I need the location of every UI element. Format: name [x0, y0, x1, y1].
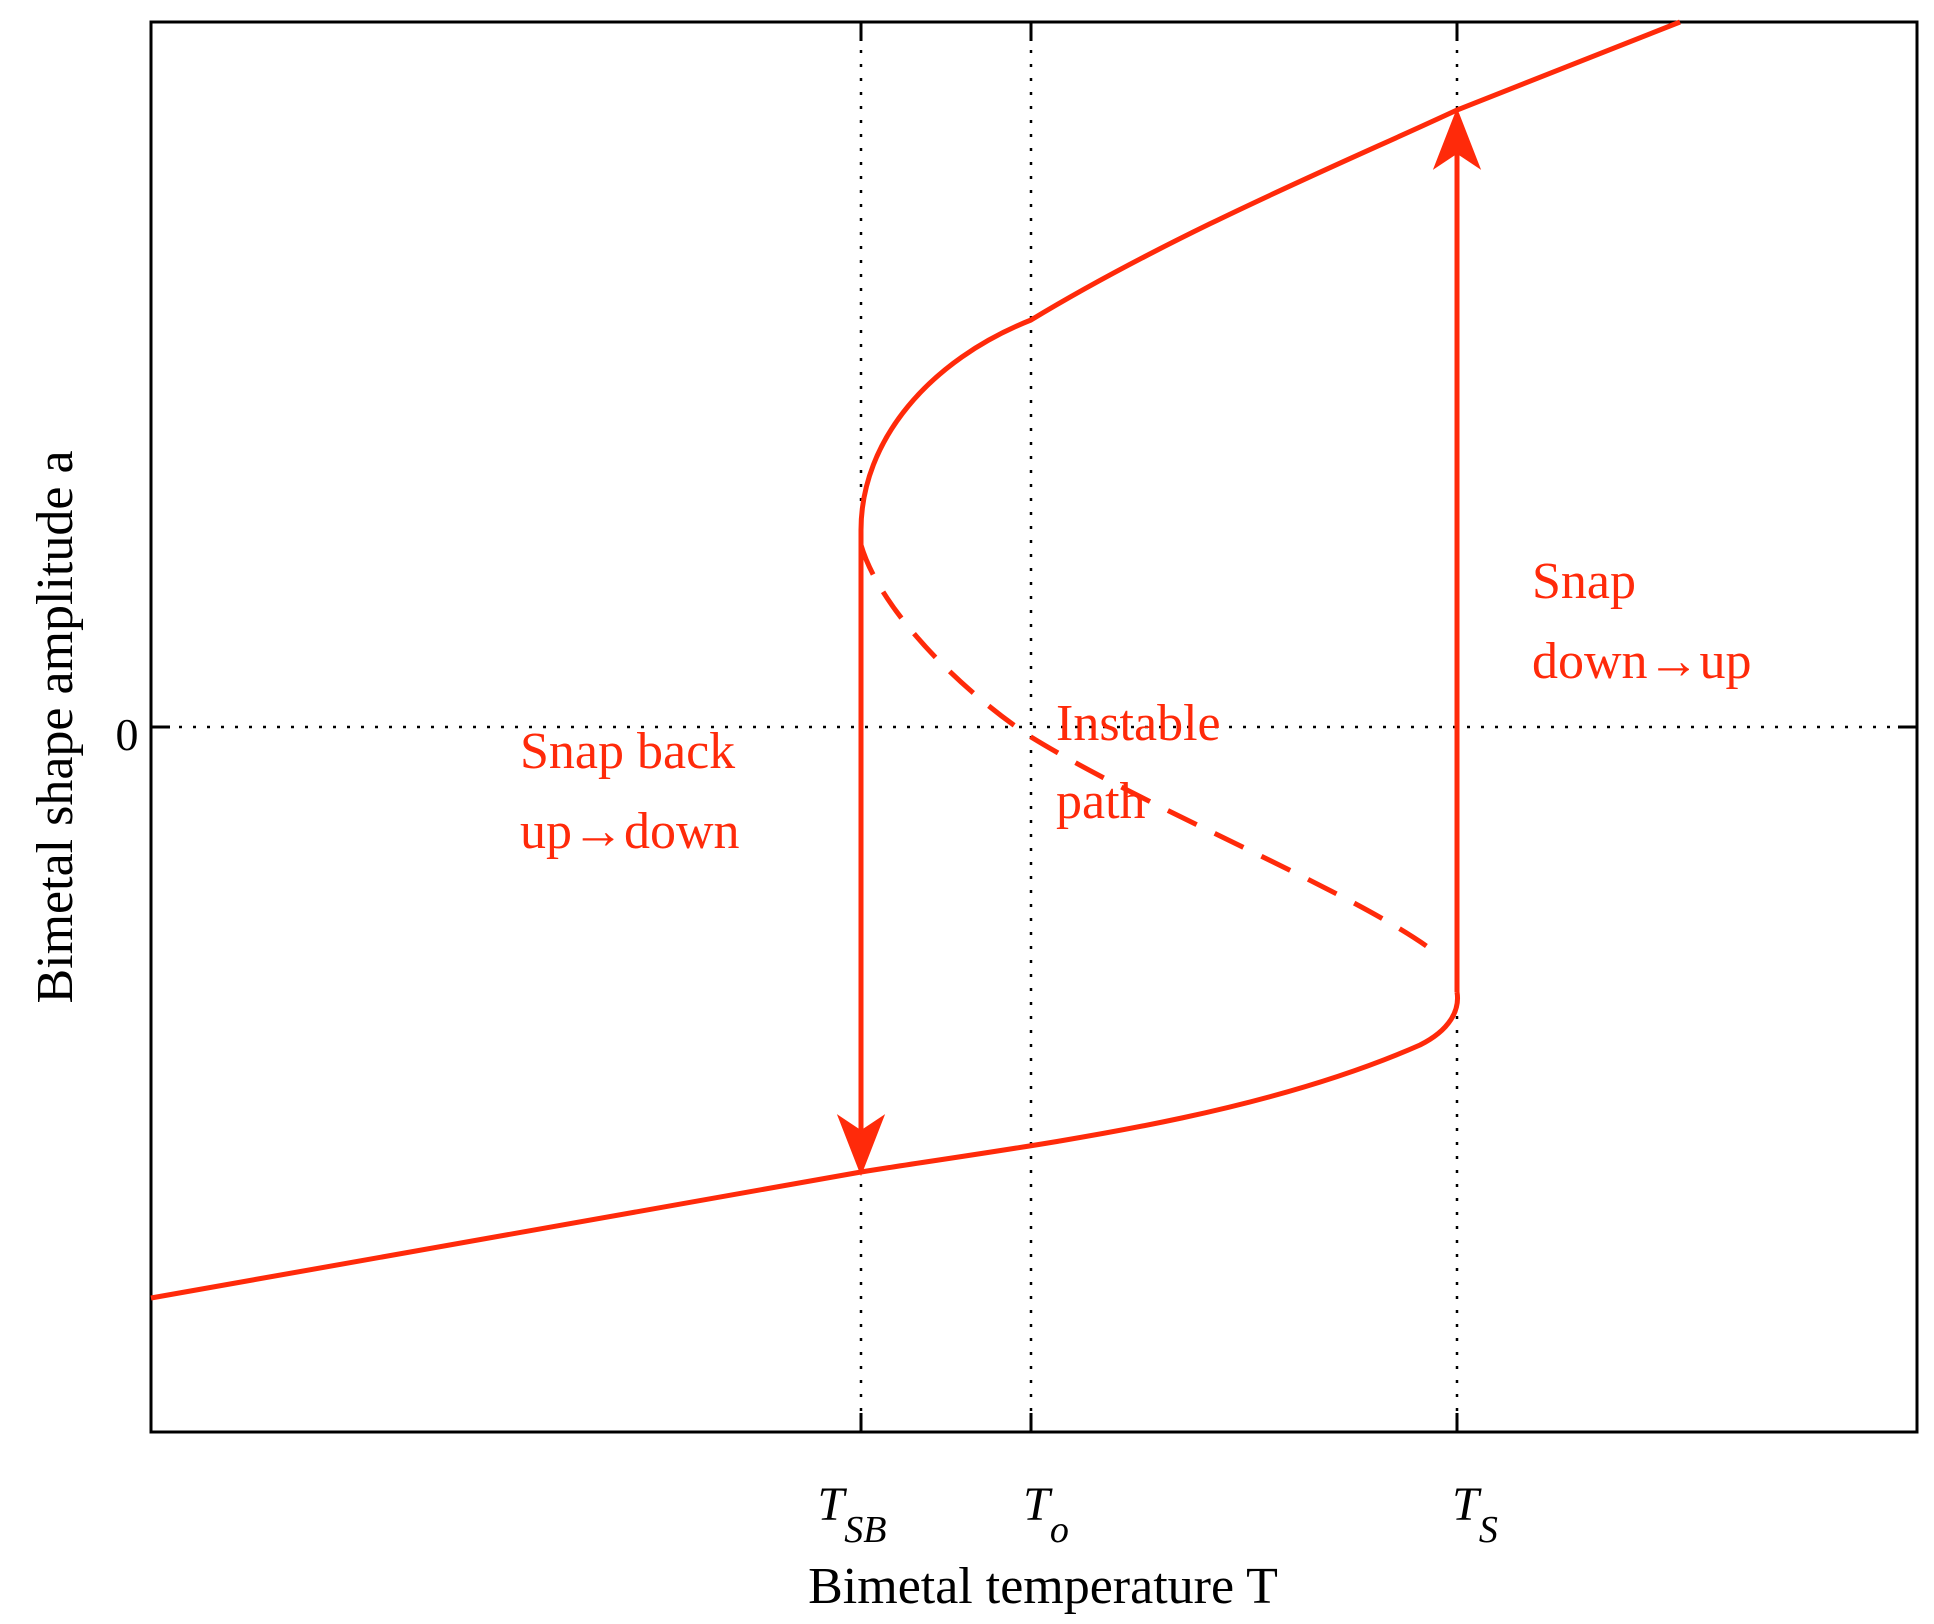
snap-up-label-line1: Snap: [1532, 553, 1636, 610]
instable-label-line2: path: [1056, 773, 1146, 830]
tsb-sub: SB: [844, 1509, 886, 1551]
stable-lower-branch: [150, 991, 1461, 1301]
snap-back-label-line2: up→down: [520, 803, 740, 860]
x-tick-label-to: To: [1023, 1478, 1069, 1551]
ts-sub: S: [1479, 1509, 1498, 1551]
to-base: T: [1023, 1478, 1053, 1531]
y-tick-label-zero: 0: [116, 709, 139, 760]
tick-marks: [151, 22, 1917, 1432]
ts-base: T: [1452, 1478, 1482, 1531]
snap-back-label-line1: Snap back: [520, 723, 735, 780]
to-sub: o: [1050, 1509, 1069, 1551]
snap-up-label-line2: down→up: [1532, 633, 1752, 690]
x-axis-label: Bimetal temperature T: [808, 1558, 1278, 1615]
snap-up-arrow: [1432, 107, 1482, 992]
y-axis-label: Bimetal shape amplitude a: [27, 450, 84, 1003]
instable-label-line1: Instable: [1056, 695, 1221, 752]
instable-middle-branch: [858, 544, 1434, 953]
x-tick-label-ts: TS: [1452, 1478, 1498, 1551]
x-tick-label-tsb: TSB: [818, 1478, 887, 1551]
stable-upper-branch: [858, 19, 1681, 531]
tsb-base: T: [818, 1478, 848, 1531]
snap-back-arrow: [836, 530, 886, 1177]
